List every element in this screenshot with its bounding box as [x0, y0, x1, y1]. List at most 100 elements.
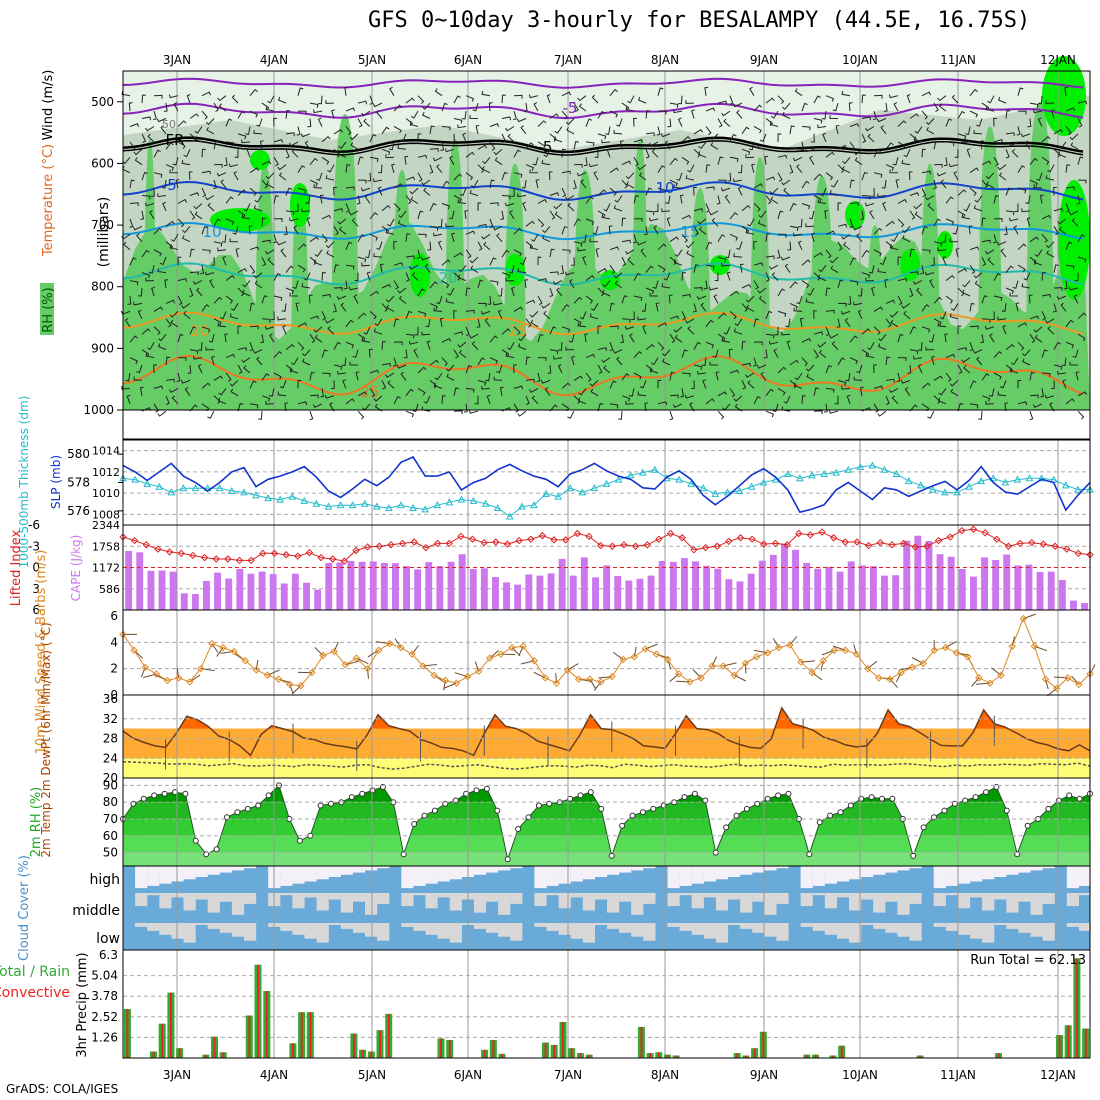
wind-barb: [345, 164, 351, 173]
wind-barb: [414, 326, 419, 336]
wind-barb: [501, 94, 506, 104]
rh-point: [504, 856, 511, 863]
precip-convective-bar: [1076, 958, 1078, 1058]
wind-barb: [633, 646, 637, 657]
wind-barb: [785, 318, 791, 328]
wind-barb: [153, 172, 163, 178]
wind-barb: [873, 249, 882, 257]
cape-bar: [1058, 579, 1066, 610]
precip-convective-bar: [832, 1055, 834, 1058]
cloud-gap: [836, 893, 850, 898]
wind-speed-point: [174, 674, 183, 682]
wind-barb: [180, 379, 191, 384]
precip-convective-bar: [745, 1055, 747, 1058]
wind-barb: [657, 341, 665, 351]
wind-barb: [993, 372, 1002, 380]
wind-barb: [297, 322, 308, 328]
wind-barb: [396, 364, 407, 369]
cloud-gap: [594, 893, 608, 900]
wind-barb: [477, 379, 487, 386]
cloud-gap: [909, 866, 922, 869]
wind-speed-point: [930, 646, 939, 654]
li-point: [154, 545, 162, 553]
wind-barb: [657, 165, 666, 173]
wind-barb: [774, 326, 779, 336]
wind-barb: [768, 340, 779, 345]
wind-barb: [441, 357, 448, 367]
wind-barb: [981, 295, 988, 304]
wind-barb: [1065, 241, 1073, 250]
wind-barb: [921, 249, 931, 254]
wind-barb: [548, 171, 553, 181]
wind-speed-point: [374, 646, 383, 654]
wind-speed-point: [141, 663, 149, 672]
wind-barb: [139, 386, 144, 396]
wind-barb: [957, 347, 968, 351]
wind-barb: [736, 241, 743, 250]
wind-barb: [393, 357, 397, 367]
wind-barb: [1041, 293, 1051, 298]
wind-barb: [981, 395, 991, 402]
wind-barb: [614, 280, 623, 289]
rh-point: [619, 822, 626, 829]
cloud-gap: [570, 893, 583, 898]
wind-barb: [297, 341, 305, 351]
wind-barb: [489, 202, 499, 207]
wind-barb: [921, 91, 932, 97]
cape-bar: [836, 571, 844, 610]
wind-barb: [528, 94, 539, 99]
li-point: [923, 542, 931, 550]
cloud-gap: [159, 923, 172, 935]
wind-barb: [134, 157, 143, 166]
cloud-gap: [933, 866, 946, 889]
cloud-gap: [776, 866, 789, 869]
li-point: [177, 549, 185, 558]
wind-barb: [765, 233, 771, 242]
li-point: [422, 543, 430, 552]
wind-barb: [732, 102, 743, 108]
wind-barb: [405, 333, 415, 339]
cloud-gap: [885, 866, 898, 873]
wind-barb: [993, 157, 999, 167]
wind-barb: [687, 164, 695, 173]
wind-barb: [465, 287, 471, 297]
cloud-gap: [1018, 923, 1031, 933]
wind-barb: [913, 355, 923, 360]
cloud-gap: [667, 893, 680, 907]
thickness-point: [421, 505, 430, 513]
cloud-gap: [437, 923, 450, 939]
wind-barb: [405, 310, 413, 319]
wind-barb: [921, 326, 931, 333]
wind-barb: [643, 226, 648, 236]
wind-barb: [496, 233, 503, 243]
wind-barb: [933, 296, 943, 304]
wind-barb: [165, 299, 176, 304]
li-point: [492, 538, 500, 546]
wind-barb: [885, 378, 895, 383]
wind-barb: [1002, 325, 1007, 335]
cape-bar: [1070, 600, 1077, 610]
wind-barb: [451, 232, 455, 242]
wind-barb: [1032, 403, 1043, 408]
wind-barb: [1058, 226, 1067, 235]
wind-barb: [237, 210, 246, 218]
wind-barb: [657, 187, 667, 194]
wind-barb: [363, 326, 371, 335]
thickness-point: [941, 488, 949, 496]
cloud-gap: [546, 893, 559, 896]
wind-barb: [717, 156, 724, 165]
wind-barb: [573, 296, 583, 304]
cloud-gap: [631, 923, 644, 937]
wind-barb: [1008, 141, 1019, 147]
wind-barb: [209, 279, 215, 289]
wind-barb: [280, 248, 287, 258]
wind-barb: [702, 379, 707, 389]
wind-barb: [891, 395, 899, 405]
wind-barb: [758, 210, 767, 218]
rh-point: [348, 794, 355, 801]
wind-barb: [213, 102, 219, 113]
wind-speed-point: [1064, 674, 1072, 682]
wind-barb: [926, 127, 935, 135]
wind-barb: [201, 226, 208, 235]
wind-barb: [987, 95, 995, 104]
